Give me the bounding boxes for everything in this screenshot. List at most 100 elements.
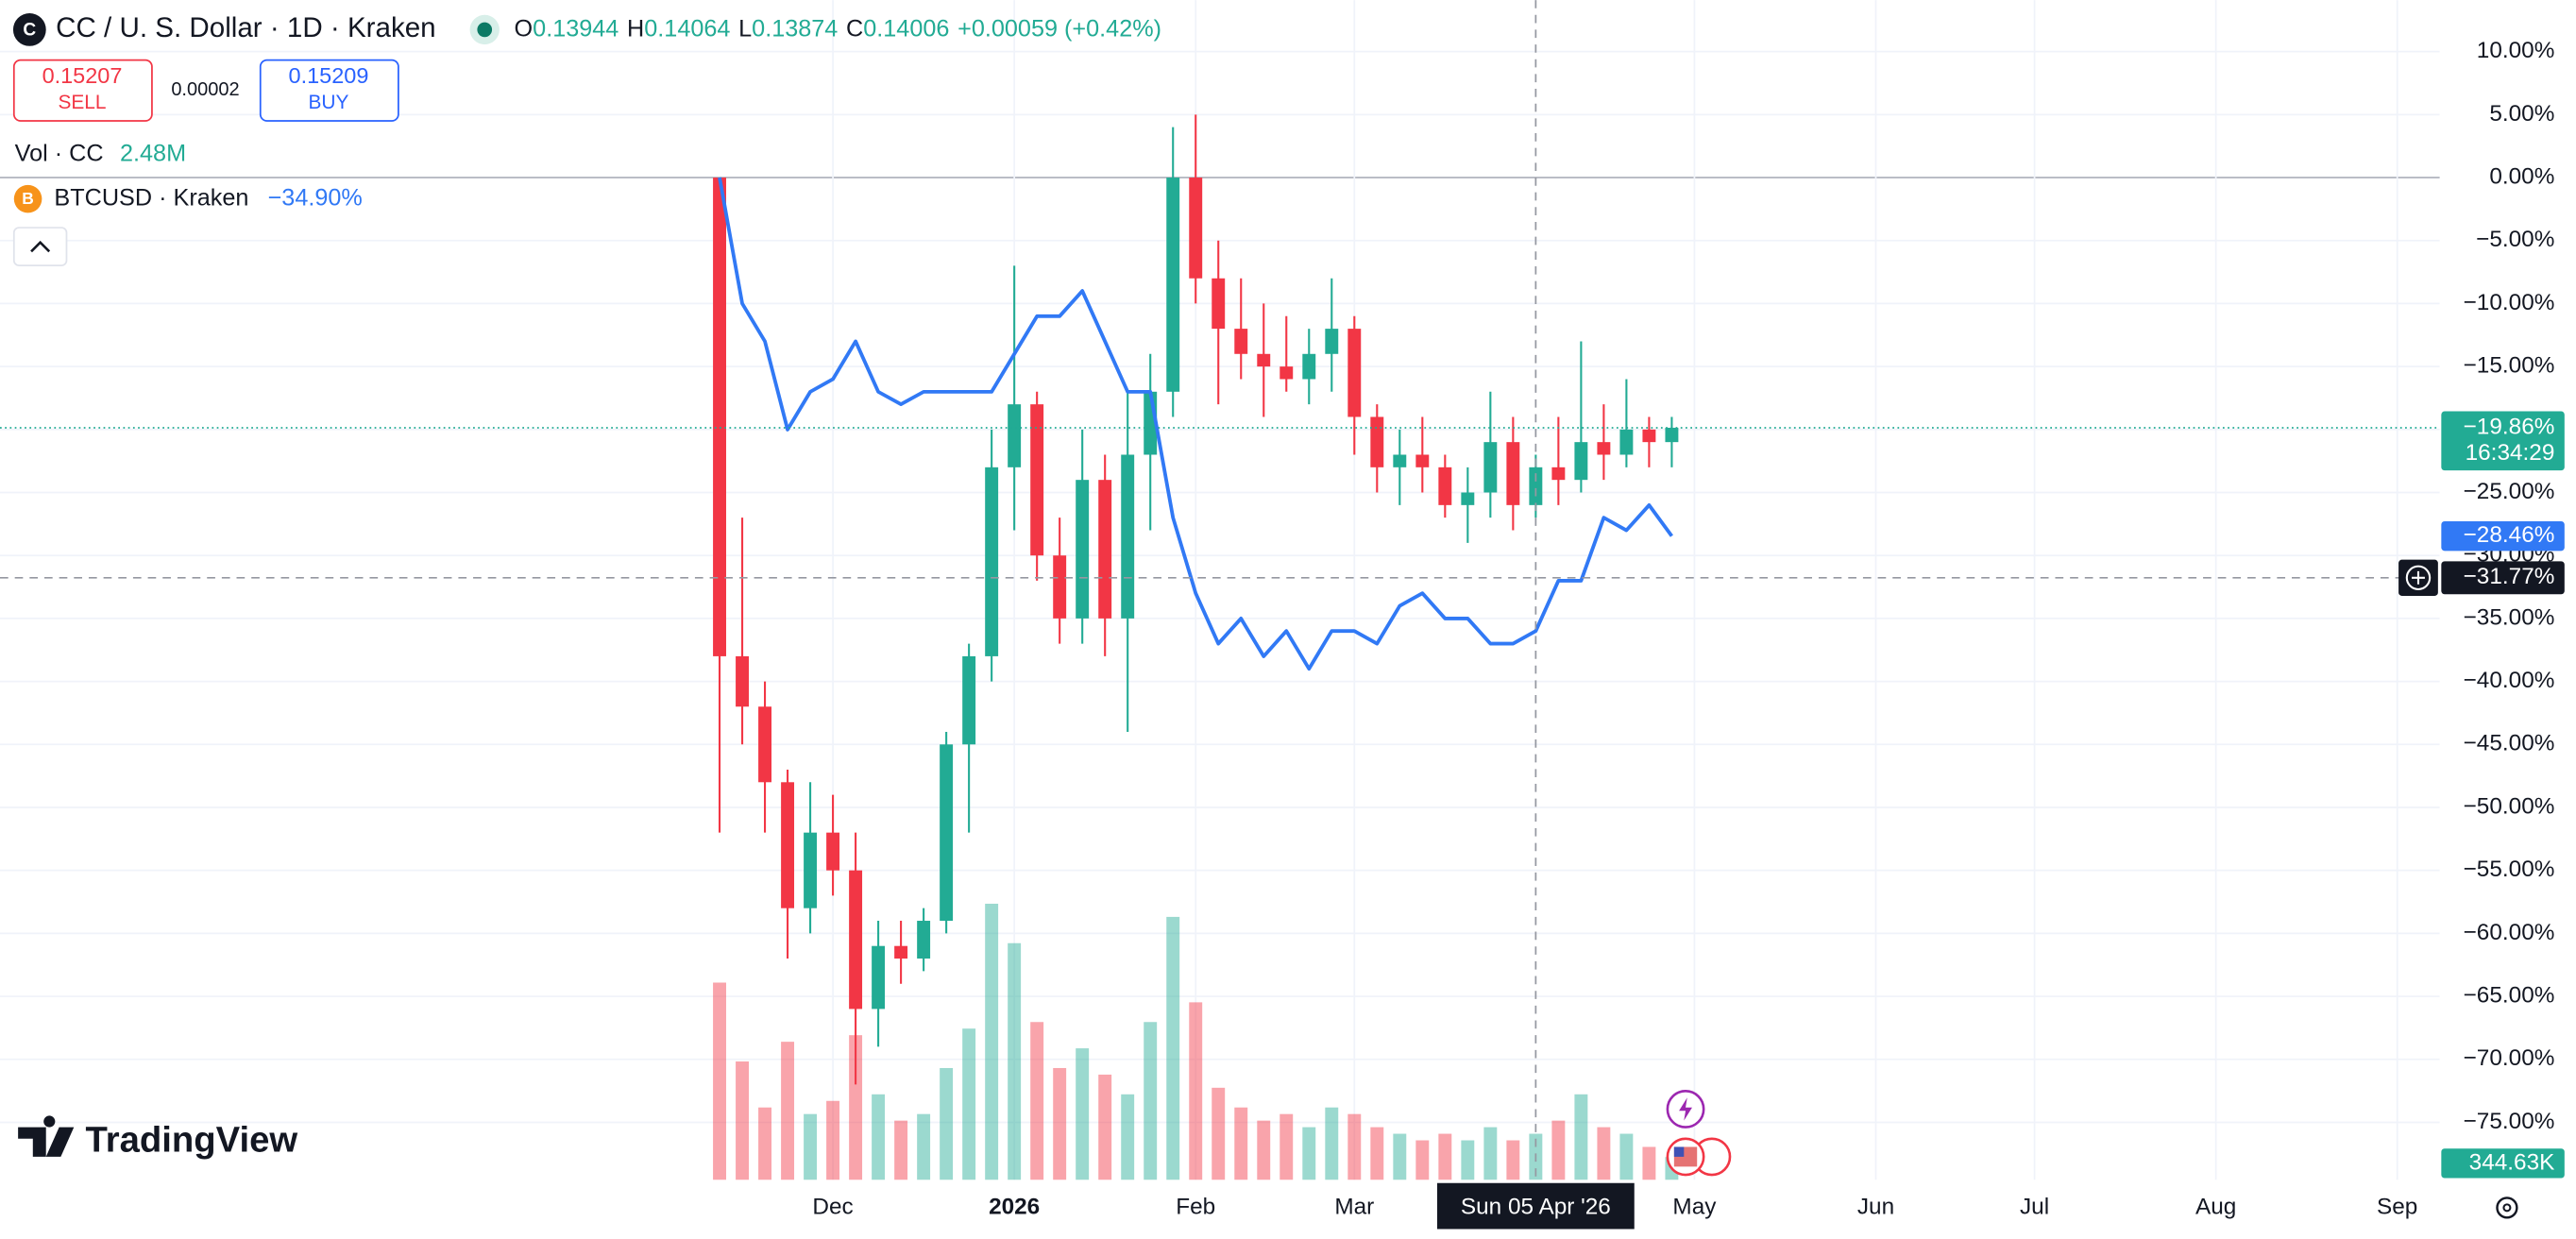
volume-bar [1642, 1146, 1656, 1180]
y-tick-label: −10.00% [2464, 290, 2555, 315]
volume-bar [894, 1120, 908, 1180]
candle-body [1347, 329, 1362, 417]
x-tick-label: Jul [2020, 1194, 2049, 1219]
volume-bar [940, 1067, 954, 1180]
collapse-chevron [30, 240, 51, 253]
event-glyph [1679, 1097, 1692, 1121]
candle-body [1551, 467, 1566, 481]
y-tick-label: −40.00% [2464, 668, 2555, 693]
candle-body [1121, 454, 1135, 619]
volume-bar [917, 1113, 931, 1180]
volume-bar [781, 1042, 795, 1180]
settings-icon[interactable] [2496, 1197, 2518, 1219]
volume-bar [849, 1035, 863, 1180]
ohlc-key: C [846, 15, 863, 42]
candle-body [1098, 480, 1112, 619]
add-alert-icon [2405, 565, 2432, 591]
candle-body [985, 467, 999, 656]
volume-bar [1347, 1113, 1362, 1180]
volume-bar [1619, 1133, 1634, 1180]
x-tick-label: Feb [1176, 1194, 1215, 1219]
volume-bar [826, 1100, 840, 1180]
volume-bar [758, 1107, 772, 1180]
candle-body [872, 945, 886, 1010]
volume-bar [1098, 1074, 1112, 1180]
y-tick-label: −5.00% [2476, 227, 2554, 252]
ohlc-key: L [738, 15, 752, 42]
volume-bar [1325, 1107, 1339, 1180]
volume-bar [985, 903, 999, 1180]
candle-body [1642, 429, 1656, 443]
candle-body [1030, 404, 1044, 556]
volume-legend[interactable]: Vol · CC [15, 140, 104, 166]
candle-body [1438, 467, 1452, 505]
candle-body [1393, 454, 1407, 467]
plot [0, 0, 2440, 1183]
candle-body [1461, 492, 1475, 505]
x-tick-label: May [1672, 1194, 1717, 1219]
y-tick-label: 5.00% [2489, 101, 2554, 127]
y-tick-label: 0.00% [2489, 163, 2554, 189]
candle-body [713, 178, 726, 656]
crosshair-x-tag [1436, 1182, 1635, 1230]
btc-icon [13, 184, 42, 213]
add-alert-plus [2412, 570, 2425, 585]
ohlc-value: 0.13874 [752, 15, 838, 42]
y-tick-label: −15.00% [2464, 353, 2555, 379]
candle-body [894, 945, 908, 959]
symbol-title[interactable]: CC / U. S. Dollar · 1D · Kraken [56, 12, 435, 43]
sell-button[interactable] [12, 59, 153, 122]
candle-body [1302, 353, 1316, 380]
compare-line [718, 177, 1673, 671]
candle-body [1280, 366, 1294, 380]
volume-bar [804, 1113, 818, 1180]
volume-bar [1597, 1127, 1611, 1180]
symbol-logo [12, 13, 46, 46]
volume-bar [872, 1094, 886, 1180]
candle-body [1483, 442, 1498, 493]
candle-body [826, 832, 840, 871]
compare-tag-label: −28.46% [2464, 522, 2555, 548]
volume-bar [1212, 1087, 1226, 1180]
last-price-tag [2441, 411, 2565, 471]
volume-tag [2441, 1148, 2565, 1179]
collapse-button[interactable] [12, 227, 68, 266]
y-tick-label: −25.00% [2464, 479, 2555, 504]
y-tick-label: −65.00% [2464, 982, 2555, 1008]
ohlc-change: +0.00059 (+0.42%) [958, 15, 1161, 42]
brand-logo [18, 1115, 75, 1157]
candle-body [1325, 329, 1339, 354]
ohlc: O0.13944 H0.14064 L0.13874 C0.14006 +0.00059… [515, 15, 1162, 42]
volume-bar [1551, 1120, 1566, 1180]
x-tick-label: Aug [2195, 1194, 2236, 1219]
market-status-dot [477, 22, 493, 38]
buy-button[interactable] [259, 59, 399, 122]
spread: 0.00002 [171, 79, 239, 100]
volume-bar [1483, 1127, 1498, 1180]
compare-legend-value: −34.90% [268, 184, 363, 211]
volume-bar [1121, 1094, 1135, 1180]
candle-body [962, 655, 976, 745]
sell-label: SELL [58, 92, 106, 113]
ohlc-value: 0.13944 [533, 15, 619, 42]
y-tick-label: −70.00% [2464, 1045, 2555, 1071]
volume-bar [1144, 1022, 1158, 1180]
candle-body [781, 782, 795, 908]
candle-body [940, 744, 954, 922]
symbol-logo-glyph: C [23, 20, 36, 40]
btc-icon-glyph: B [22, 189, 34, 208]
candle-body [1257, 353, 1271, 367]
candle-body [1619, 429, 1634, 455]
candle-body [758, 706, 772, 783]
crosshair-y-tag [2441, 561, 2565, 595]
compare-legend[interactable]: BTCUSD · Kraken [54, 184, 248, 211]
volume-bar [1257, 1120, 1271, 1180]
y-tick-label: −60.00% [2464, 920, 2555, 945]
volume-bar [1574, 1094, 1588, 1180]
last-price-label: −19.86% [2464, 414, 2555, 439]
volume-tag-label: 344.63K [2469, 1149, 2555, 1175]
candle-body [1076, 480, 1090, 619]
candle-body [1008, 404, 1022, 467]
volume-bar [1506, 1140, 1520, 1180]
x-tick-label: Dec [812, 1194, 853, 1219]
